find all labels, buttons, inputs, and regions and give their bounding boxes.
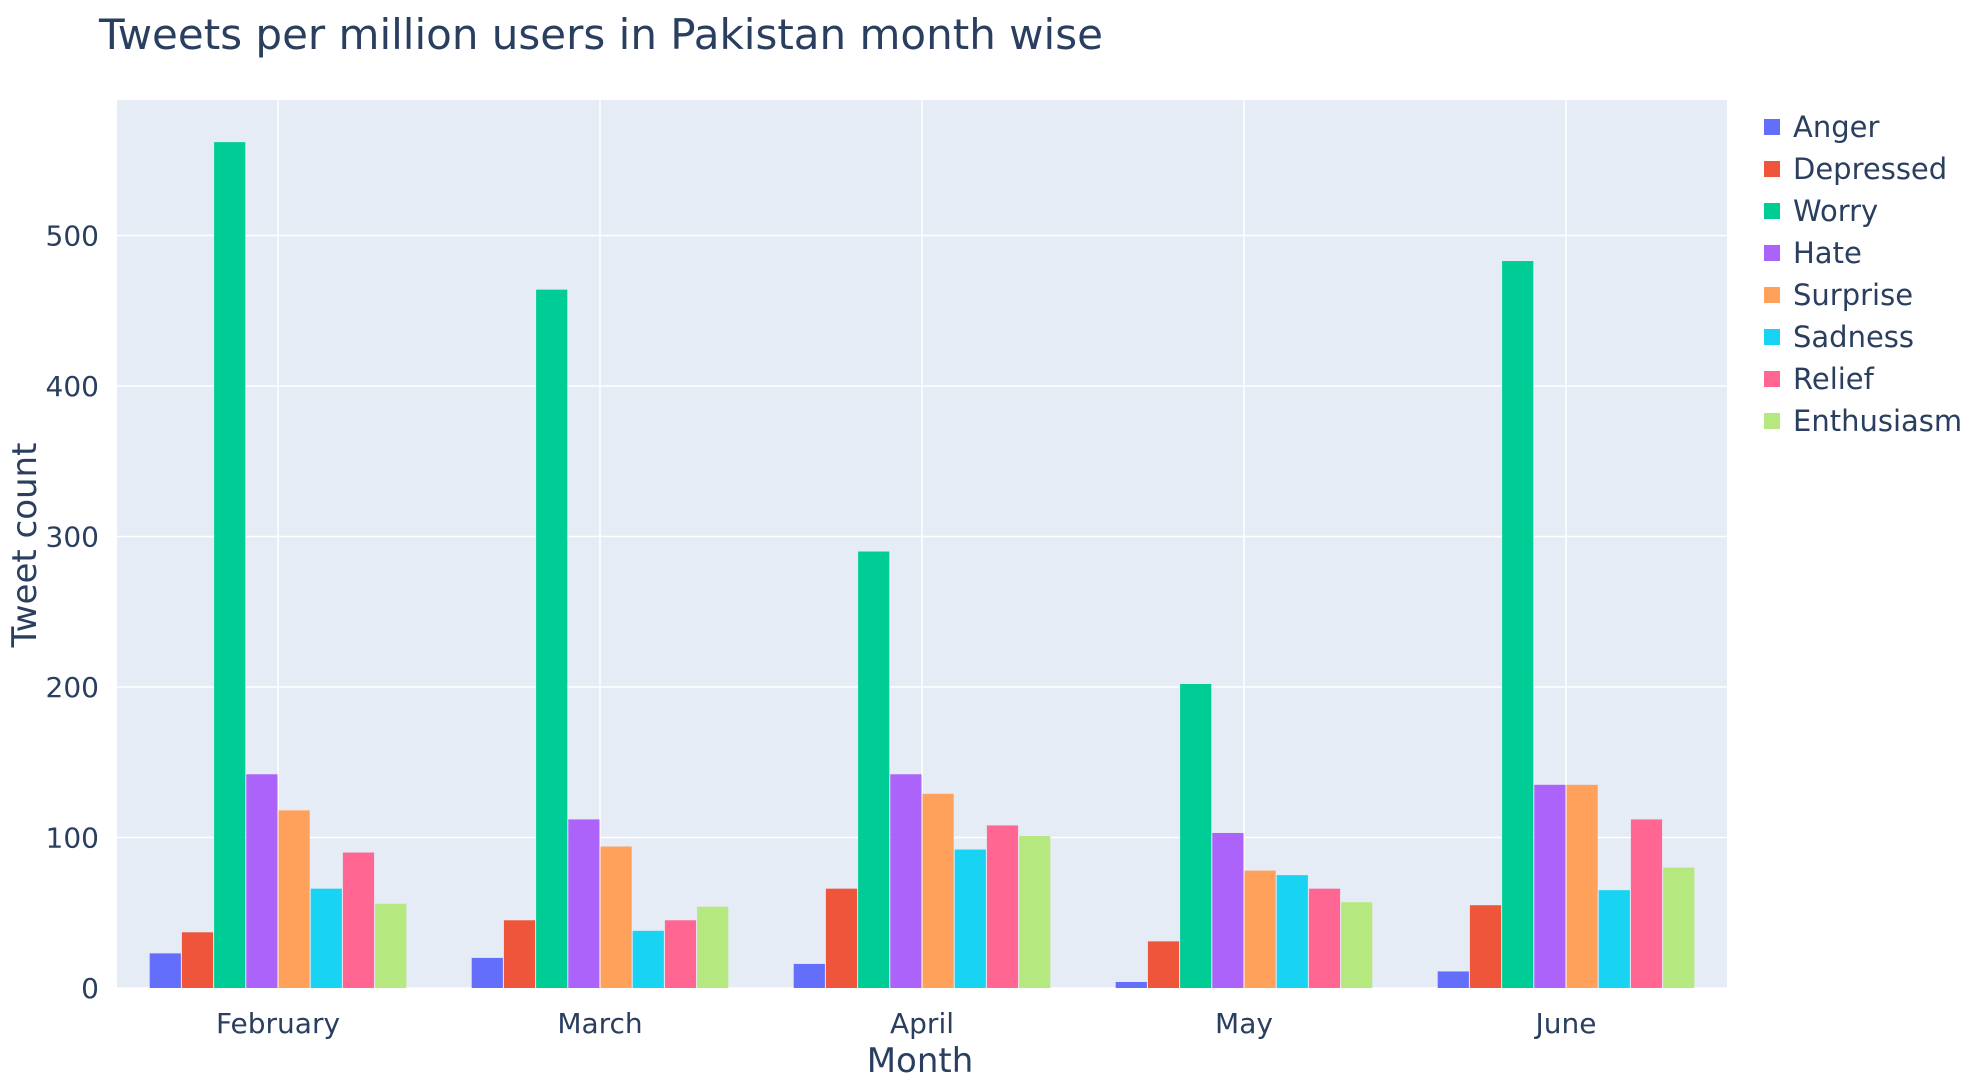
bar-relief: [1630, 819, 1663, 988]
legend-label: Sadness: [1793, 320, 1914, 354]
legend-swatch: [1764, 203, 1780, 219]
legend-swatch: [1764, 119, 1780, 135]
bar-anger: [1437, 971, 1469, 988]
y-axis-title: Tweet count: [5, 443, 45, 649]
legend: Anger Depressed Worry Hate Surprise Sadness Re…: [1764, 110, 1962, 438]
bar-sadness: [632, 930, 664, 988]
bar-surprise: [1566, 784, 1598, 988]
legend-swatch: [1764, 161, 1780, 177]
gridlines: [117, 100, 1727, 989]
bar-relief: [1308, 888, 1341, 988]
legend-label: Enthusiasm: [1793, 404, 1962, 438]
bar-worry: [858, 551, 890, 988]
bar-sadness: [310, 888, 342, 988]
legend-label: Hate: [1793, 236, 1862, 270]
legend-swatch: [1764, 245, 1780, 261]
legend-label: Anger: [1793, 110, 1879, 144]
bar-enthusiasm: [1341, 902, 1373, 988]
bar-depressed: [181, 932, 214, 988]
bar-surprise: [922, 793, 954, 988]
bar-hate: [1534, 784, 1566, 988]
y-tick-label: 200: [46, 671, 99, 704]
x-axis-ticks: February March April May June: [216, 1007, 1597, 1040]
legend-label: Worry: [1793, 194, 1878, 228]
bar-hate: [890, 774, 922, 988]
bar-enthusiasm: [1019, 835, 1051, 988]
bar-surprise: [600, 846, 632, 988]
bar-worry: [1502, 261, 1534, 988]
bar-surprise: [278, 810, 310, 988]
legend-swatch: [1764, 287, 1780, 303]
bars: [149, 142, 1695, 988]
y-tick-label: 100: [46, 821, 99, 854]
bar-enthusiasm: [1663, 867, 1695, 988]
bar-depressed: [1147, 941, 1180, 988]
x-tick-label: March: [557, 1007, 642, 1040]
y-axis-ticks: 0 100 200 300 400 500: [46, 219, 99, 1005]
bar-anger: [471, 957, 503, 988]
x-tick-label: June: [1534, 1007, 1597, 1040]
x-tick-label: April: [890, 1007, 954, 1040]
bar-hate: [246, 774, 278, 988]
bar-hate: [568, 819, 600, 988]
bar-anger: [149, 953, 181, 988]
bar-anger: [1115, 981, 1147, 988]
bar-enthusiasm: [697, 906, 729, 988]
x-tick-label: May: [1215, 1007, 1273, 1040]
bar-worry: [1180, 683, 1212, 988]
bar-depressed: [503, 920, 536, 988]
x-axis-title: Month: [867, 1041, 974, 1080]
bar-depressed: [825, 888, 858, 988]
legend-swatch: [1764, 329, 1780, 345]
bar-depressed: [1469, 905, 1502, 988]
bar-sadness: [1598, 890, 1630, 988]
y-tick-label: 500: [46, 219, 99, 252]
legend-swatch: [1764, 413, 1780, 429]
bar-worry: [214, 142, 246, 988]
legend-label: Depressed: [1793, 152, 1947, 186]
y-tick-label: 400: [46, 370, 99, 403]
y-tick-label: 300: [46, 520, 99, 553]
legend-label: Relief: [1793, 362, 1875, 396]
bar-relief: [664, 920, 697, 988]
legend-swatch: [1764, 371, 1780, 387]
bar-relief: [342, 852, 375, 988]
chart-title: Tweets per million users in Pakistan mon…: [98, 10, 1103, 59]
y-tick-label: 0: [81, 972, 99, 1005]
legend-label: Surprise: [1793, 278, 1913, 312]
bar-worry: [536, 289, 568, 988]
bar-surprise: [1244, 870, 1276, 988]
bar-sadness: [954, 849, 986, 988]
bar-enthusiasm: [375, 903, 407, 988]
bar-anger: [793, 963, 825, 988]
x-tick-label: February: [216, 1007, 340, 1040]
bar-hate: [1212, 832, 1244, 988]
bar-relief: [986, 825, 1019, 988]
bar-sadness: [1276, 875, 1308, 988]
